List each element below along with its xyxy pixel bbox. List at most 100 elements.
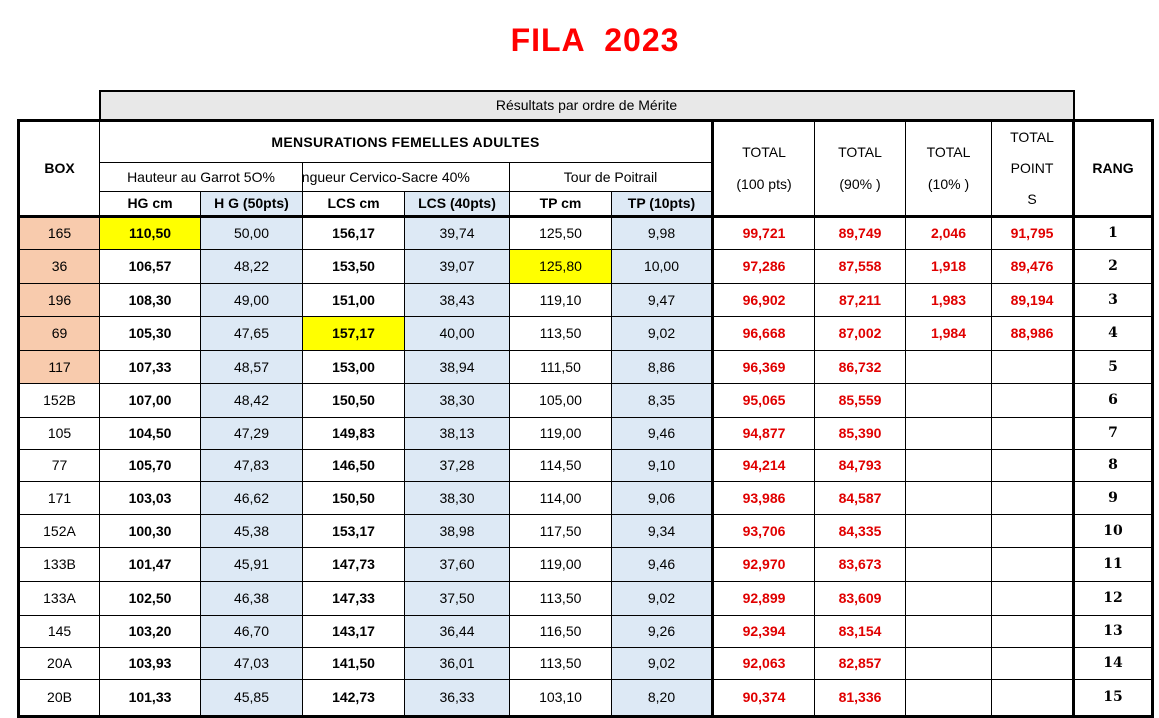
cell-total-100: 92,970	[711, 546, 815, 582]
cell-tp-cm: 119,00	[509, 546, 612, 582]
cell-total-points	[991, 646, 1074, 680]
header-total-100-line1: TOTAL	[742, 144, 786, 160]
cell-tp-pts: 9,98	[611, 214, 713, 250]
cell-box: 171	[17, 480, 100, 515]
cell-total-10	[905, 580, 992, 616]
header-group-tp: Tour de Poitrail	[509, 161, 713, 192]
header-total-100: TOTAL (100 pts)	[711, 118, 815, 217]
cell-lcs-pts: 37,60	[404, 546, 510, 582]
cell-total-10	[905, 448, 992, 482]
cell-total-90: 84,335	[814, 513, 906, 548]
cell-lcs-pts: 40,00	[404, 315, 510, 351]
cell-lcs-cm: 153,50	[302, 248, 405, 284]
cell-total-points	[991, 448, 1074, 482]
cell-total-90: 83,673	[814, 546, 906, 582]
cell-total-100: 96,369	[711, 349, 815, 384]
cell-lcs-cm: 150,50	[302, 480, 405, 515]
cell-tp-pts: 8,86	[611, 349, 713, 384]
cell-lcs-cm: 147,33	[302, 580, 405, 616]
table-row: 117 107,33 48,57 153,00 38,94 111,50 8,86 96,36…	[17, 349, 1154, 384]
cell-tp-pts: 9,46	[611, 416, 713, 450]
header-row-groups: Hauteur au Garrot 5O% ongueur Cervico-Sa…	[19, 161, 1153, 192]
table-row: 20B 101,33 45,85 142,73 36,33 103,10 8,20 90,37…	[17, 678, 1154, 718]
cell-tp-cm: 119,10	[509, 282, 612, 317]
cell-hg-pts: 47,65	[200, 315, 303, 351]
cell-rang: 7	[1072, 416, 1154, 450]
cell-lcs-pts: 36,33	[404, 678, 510, 718]
cell-total-100: 92,063	[711, 646, 815, 680]
cell-lcs-pts: 38,13	[404, 416, 510, 450]
cell-total-10: 2,046	[905, 214, 992, 250]
cell-total-100: 94,877	[711, 416, 815, 450]
cell-total-10	[905, 546, 992, 582]
header-group-hg: Hauteur au Garrot 5O%	[99, 161, 303, 192]
cell-hg-pts: 48,22	[200, 248, 303, 284]
cell-total-100: 90,374	[711, 678, 815, 718]
cell-total-90: 84,793	[814, 448, 906, 482]
cell-total-100: 99,721	[711, 214, 815, 250]
cell-hg-pts: 49,00	[200, 282, 303, 317]
cell-hg-pts: 46,70	[200, 614, 303, 648]
cell-rang: 8	[1072, 448, 1154, 482]
header-box: BOX	[17, 118, 100, 217]
cell-lcs-pts: 37,50	[404, 580, 510, 616]
cell-total-10	[905, 480, 992, 515]
banner: Résultats par ordre de Mérite	[98, 90, 1075, 121]
cell-box: 20A	[17, 646, 100, 680]
cell-total-100: 93,986	[711, 480, 815, 515]
header-row-columns: HG cm H G (50pts) LCS cm LCS (40pts) TP …	[19, 190, 1153, 217]
header-col-hg-cm: HG cm	[99, 190, 201, 217]
cell-tp-cm: 113,50	[509, 315, 612, 351]
cell-total-10	[905, 382, 992, 418]
cell-total-100: 92,394	[711, 614, 815, 648]
cell-lcs-cm: 151,00	[302, 282, 405, 317]
header-row-main: BOX MENSURATIONS FEMELLES ADULTES TOTAL …	[17, 118, 1154, 217]
table-row: 36 106,57 48,22 153,50 39,07 125,80 10,00 97,28…	[17, 248, 1154, 284]
cell-total-90: 82,857	[814, 646, 906, 680]
cell-total-10	[905, 646, 992, 680]
cell-tp-cm: 119,00	[509, 416, 612, 450]
cell-lcs-pts: 38,30	[404, 382, 510, 418]
cell-lcs-pts: 38,43	[404, 282, 510, 317]
page-title: FILA 2023	[510, 22, 680, 58]
cell-hg-cm: 105,30	[99, 315, 201, 351]
cell-hg-cm: 105,70	[99, 448, 201, 482]
cell-lcs-cm: 153,17	[302, 513, 405, 548]
cell-rang: 12	[1072, 580, 1154, 616]
header-total-90-line2: (90% )	[839, 176, 881, 192]
cell-tp-cm: 103,10	[509, 678, 612, 718]
header-total-points: TOTAL POINT S	[991, 118, 1074, 217]
cell-box: 152B	[17, 382, 100, 418]
header-mensurations: MENSURATIONS FEMELLES ADULTES	[99, 118, 713, 163]
cell-total-100: 96,902	[711, 282, 815, 317]
cell-total-10	[905, 614, 992, 648]
header-total-90-line1: TOTAL	[838, 144, 882, 160]
cell-rang: 14	[1072, 646, 1154, 680]
cell-tp-pts: 9,47	[611, 282, 713, 317]
table-row: 196 108,30 49,00 151,00 38,43 119,10 9,47 96,90…	[17, 282, 1154, 317]
cell-lcs-pts: 36,01	[404, 646, 510, 680]
table-row: 152B 107,00 48,42 150,50 38,30 105,00 8,35 95,0…	[17, 382, 1154, 418]
cell-box: 36	[17, 248, 100, 284]
cell-hg-cm: 106,57	[99, 248, 201, 284]
cell-rang: 5	[1072, 349, 1154, 384]
cell-lcs-cm: 156,17	[302, 214, 405, 250]
cell-lcs-pts: 38,94	[404, 349, 510, 384]
cell-total-points	[991, 382, 1074, 418]
table-row: 69 105,30 47,65 157,17 40,00 113,50 9,02 96,668…	[17, 315, 1154, 351]
cell-hg-cm: 107,00	[99, 382, 201, 418]
cell-box: 145	[17, 614, 100, 648]
cell-box: 133A	[17, 580, 100, 616]
cell-box: 165	[17, 214, 100, 250]
cell-rang: 2	[1072, 248, 1154, 284]
cell-rang: 11	[1072, 546, 1154, 582]
cell-rang: 10	[1072, 513, 1154, 548]
cell-hg-cm: 103,93	[99, 646, 201, 680]
cell-lcs-cm: 146,50	[302, 448, 405, 482]
cell-total-10: 1,984	[905, 315, 992, 351]
cell-tp-cm: 125,50	[509, 214, 612, 250]
cell-hg-pts: 46,62	[200, 480, 303, 515]
cell-hg-pts: 47,03	[200, 646, 303, 680]
cell-tp-cm: 105,00	[509, 382, 612, 418]
cell-total-90: 85,559	[814, 382, 906, 418]
